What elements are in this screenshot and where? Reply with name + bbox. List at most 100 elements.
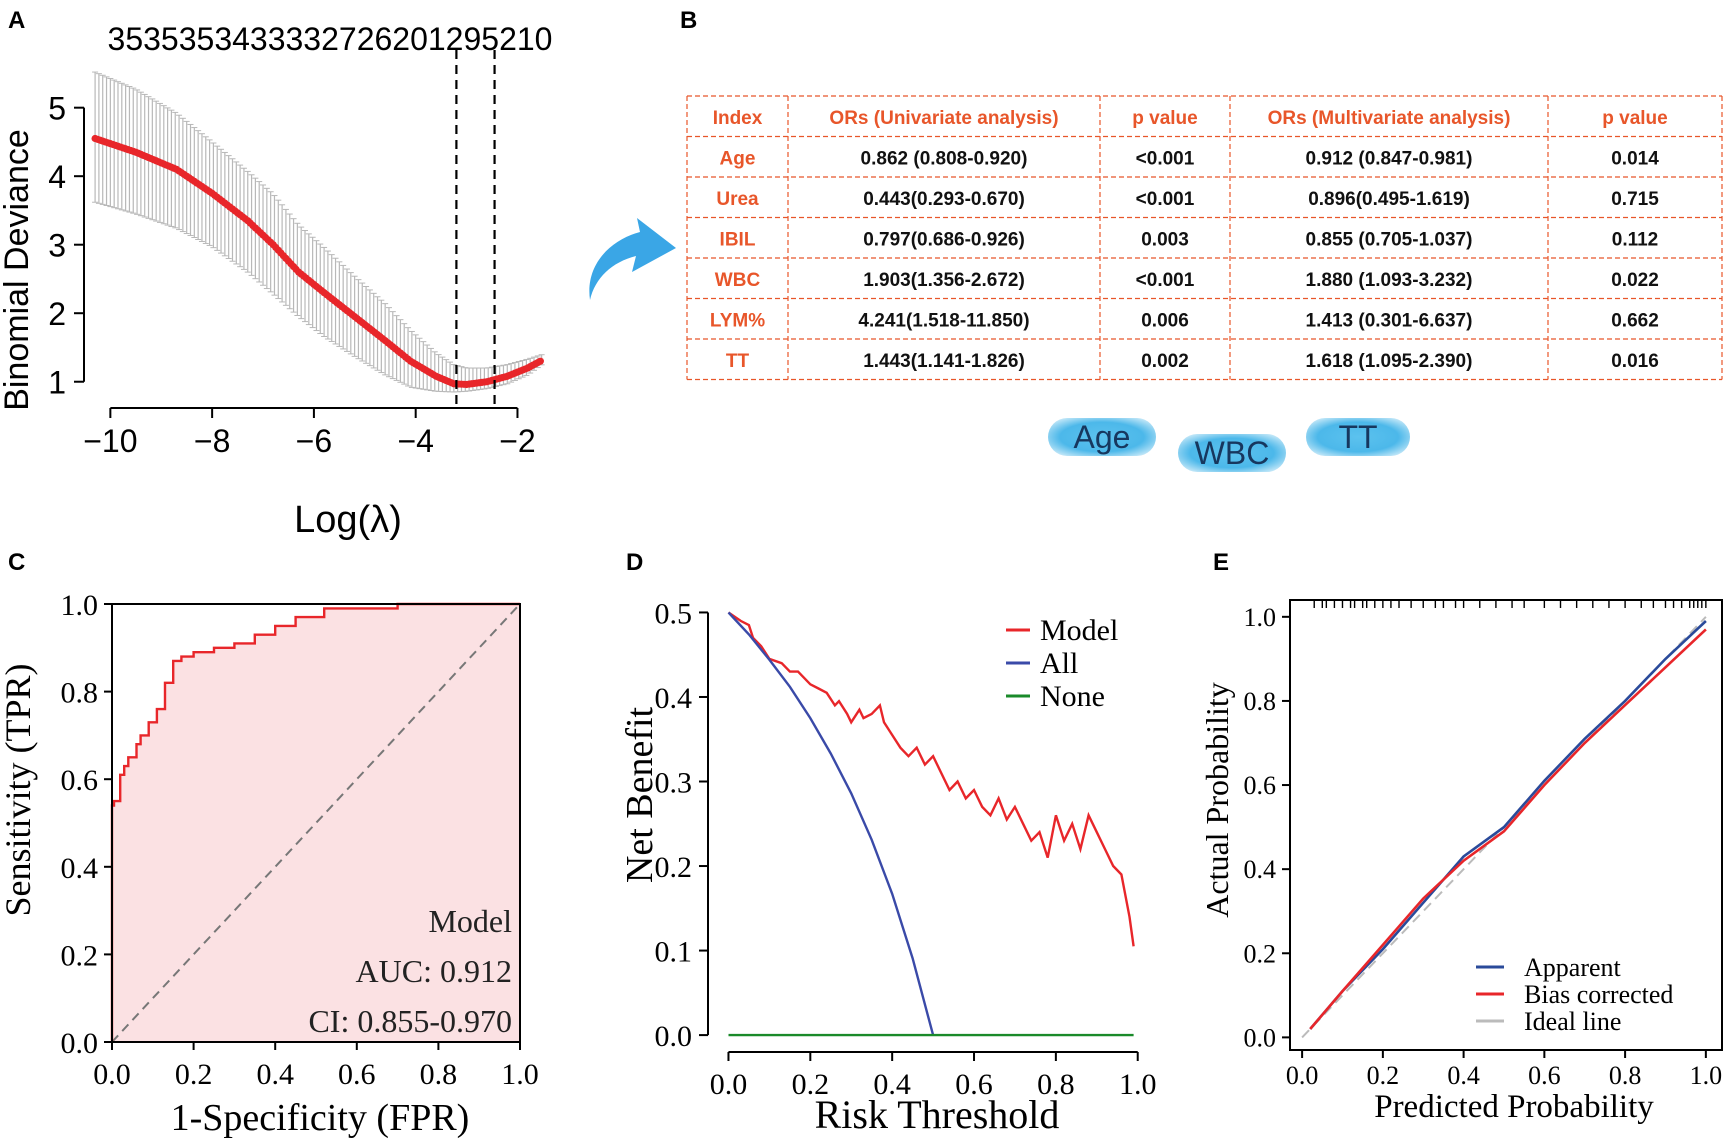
x-tick-label: 0.8: [420, 1058, 458, 1091]
y-tick-label: 1: [48, 365, 66, 401]
table-cell: 0.443(0.293-0.670): [863, 189, 1025, 210]
series-model-line: [727, 611, 1135, 947]
table-cell: 0.016: [1611, 351, 1659, 372]
y-tick-label: 0.8: [61, 677, 99, 710]
x-tick-label: 0.0: [1286, 1061, 1319, 1090]
x-tick-label: 0.2: [792, 1068, 830, 1101]
y-tick-label: 0.6: [1244, 771, 1277, 800]
arrow-icon: [589, 218, 676, 300]
x-tick-label: −2: [499, 423, 535, 459]
y-tick-label: 0.0: [61, 1027, 99, 1060]
selected-variable-tt: TT: [1306, 418, 1410, 456]
x-tick-label: 1.0: [1119, 1068, 1157, 1101]
x-tick-label: −6: [296, 423, 332, 459]
deviance-point: [536, 357, 544, 365]
y-tick-label: 1.0: [1244, 603, 1277, 632]
y-tick-label: 0.2: [61, 939, 99, 972]
table-cell: <0.001: [1136, 189, 1195, 210]
x-tick-label: 0.2: [1367, 1061, 1400, 1090]
selected-variable-age: Age: [1048, 418, 1156, 456]
x-tick-label: 0.2: [175, 1058, 213, 1091]
y-tick-label: 0.4: [1244, 855, 1277, 884]
panel-a-lasso-plot: 3535353433332726201295210 1 2 3 4 5 −10 −8 −6 −4…: [0, 21, 552, 541]
panel-a-top-counts: 3535353433332726201295210: [108, 21, 553, 57]
legend-label-bias-corrected: Bias corrected: [1524, 980, 1673, 1009]
table-row-label: IBIL: [720, 230, 756, 251]
table-cell: <0.001: [1136, 270, 1195, 291]
table-cell: 0.855 (0.705-1.037): [1306, 230, 1473, 251]
table-cell: 1.443(1.141-1.826): [863, 351, 1025, 372]
table-cell: 0.002: [1141, 351, 1189, 372]
panel-b-or-table: Index ORs (Univariate analysis) p value ORs…: [686, 95, 1723, 381]
table-header-cell: Index: [713, 108, 763, 129]
x-tick-label: 0.4: [873, 1068, 911, 1101]
x-tick-label: 0.4: [256, 1058, 294, 1091]
roc-annotation-2: CI: 0.855-0.970: [308, 1003, 512, 1039]
roc-annotation-1: AUC: 0.912: [356, 953, 512, 989]
selected-variable-wbc: WBC: [1178, 434, 1286, 472]
table-row-label: WBC: [715, 270, 761, 291]
x-tick-label: 1.0: [501, 1058, 539, 1091]
table-cell: 0.797(0.686-0.926): [863, 230, 1025, 251]
table-cell: 4.241(1.518-11.850): [858, 311, 1029, 332]
x-tick-label: 0.0: [93, 1058, 131, 1091]
panel-label-e: E: [1213, 549, 1229, 576]
x-tick-label: 0.0: [710, 1068, 748, 1101]
table-row-label: LYM%: [710, 311, 765, 332]
x-tick-label: 0.8: [1037, 1068, 1075, 1101]
table-cell: 0.022: [1611, 270, 1659, 291]
panel-c-plot-area: 0.0 0.2 0.4 0.6 0.8 1.0 0.0 0.2 0.4 0.6 0.8 1.0 Mode…: [61, 589, 539, 1091]
y-tick-label: 3: [48, 228, 66, 264]
panel-label-d: D: [626, 549, 643, 576]
table-cell: 0.896(0.495-1.619): [1308, 189, 1470, 210]
panel-a-xlabel: Log(λ): [294, 499, 402, 541]
panel-a-ylabel: Binomial Deviance: [0, 129, 36, 411]
y-tick-label: 0.2: [1244, 939, 1277, 968]
panel-label-a: A: [8, 7, 25, 34]
x-tick-label: 0.6: [1528, 1061, 1561, 1090]
roc-curve: [110, 602, 520, 1042]
y-tick-label: 4: [48, 159, 66, 195]
panel-label-c: C: [8, 549, 25, 576]
y-tick-label: 0.3: [655, 767, 693, 800]
table-cell: 0.862 (0.808-0.920): [861, 149, 1028, 170]
table-cell: 0.003: [1141, 230, 1189, 251]
table-header-cell: ORs (Multivariate analysis): [1268, 108, 1511, 129]
y-tick-label: 0.2: [655, 851, 693, 884]
legend-label-all: All: [1040, 647, 1078, 680]
y-tick-label: 0.6: [61, 764, 99, 797]
panel-d-dca-plot: 0.0 0.1 0.2 0.3 0.4 0.5 0.0 0.2 0.4 0.6 0.8 1.0 Mode…: [619, 597, 1156, 1137]
table-cell: 0.112: [1612, 230, 1659, 251]
reference-diagonal: [111, 603, 521, 1043]
panel-e-calibration-plot: 0.0 0.2 0.4 0.6 0.8 1.0 0.0 0.2 0.4 0.6 0.8 1.0 Appa…: [1199, 599, 1723, 1125]
legend-label-apparent: Apparent: [1524, 953, 1622, 982]
panel-d-xlabel: Risk Threshold: [815, 1092, 1060, 1137]
legend-label-model: Model: [1040, 614, 1118, 647]
y-tick-label: 0.8: [1244, 687, 1277, 716]
legend-label-none: None: [1040, 680, 1105, 713]
table-header-cell: p value: [1132, 108, 1197, 129]
x-tick-label: 0.6: [338, 1058, 376, 1091]
table-cell: 1.903(1.356-2.672): [863, 270, 1025, 291]
table-cell: 0.662: [1611, 311, 1659, 332]
panel-e-xlabel: Predicted Probability: [1374, 1089, 1654, 1125]
x-tick-label: 1.0: [1690, 1061, 1723, 1090]
panel-e-plot-area: 0.0 0.2 0.4 0.6 0.8 1.0 0.0 0.2 0.4 0.6 0.8 1.0 Appa…: [1244, 599, 1723, 1090]
table-cell: 1.618 (1.095-2.390): [1306, 351, 1473, 372]
legend-label-ideal-line: Ideal line: [1524, 1007, 1621, 1036]
series-apparent-line: [1309, 620, 1707, 1030]
panel-label-b: B: [680, 7, 697, 34]
plot-frame: [1289, 599, 1723, 1051]
panel-d-plot-area: 0.0 0.1 0.2 0.3 0.4 0.5 0.0 0.2 0.4 0.6 0.8 1.0 Mode…: [655, 597, 1157, 1101]
plot-frame: [111, 603, 521, 1043]
y-tick-label: 5: [48, 91, 66, 127]
x-tick-label: 0.6: [955, 1068, 993, 1101]
x-tick-label: −4: [397, 423, 433, 459]
y-tick-label: 2: [48, 296, 66, 332]
panel-c-roc-plot: 0.0 0.2 0.4 0.6 0.8 1.0 0.0 0.2 0.4 0.6 0.8 1.0 Mode…: [0, 589, 539, 1139]
table-row-label: Urea: [716, 189, 759, 210]
table-cell: 0.014: [1611, 149, 1659, 170]
table-cell: 0.006: [1141, 311, 1189, 332]
panel-c-ylabel: Sensitivity (TPR): [0, 663, 38, 916]
